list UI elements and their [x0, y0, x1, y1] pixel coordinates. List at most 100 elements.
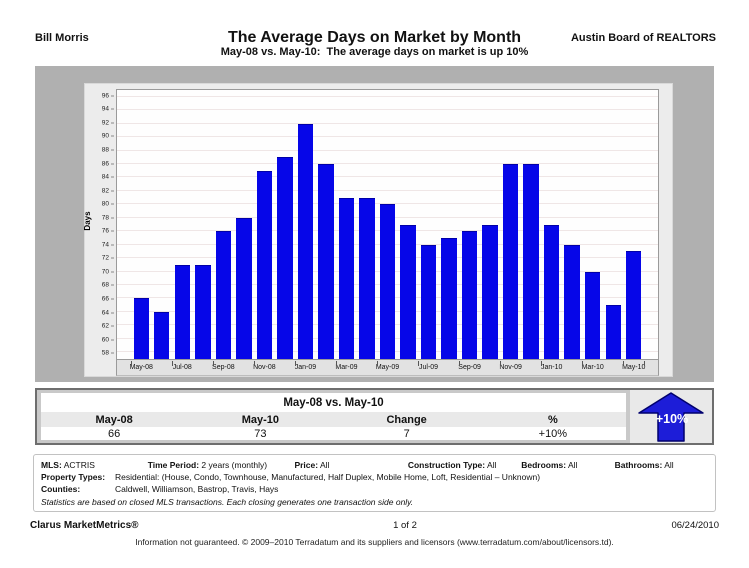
- summary-box: May-08 vs. May-10 May-08 May-10 Change %…: [35, 388, 714, 445]
- y-axis-ticks: 58 60 62 64 66 68 70 72 74 76 78 80 82 84 86 88 90 92 94 96: [85, 89, 114, 360]
- bar-May-09: [379, 204, 396, 359]
- bar-Apr-09: [359, 197, 375, 359]
- criteria-box: MLS: ACTRIS Time Period: 2 years (monthl…: [33, 454, 716, 512]
- summary-title: May-08 vs. May-10: [41, 393, 626, 412]
- x-tick-label: Jan-10: [540, 364, 563, 371]
- criteria-mls: MLS: ACTRIS: [41, 460, 95, 470]
- x-axis-tick: [459, 361, 461, 366]
- x-axis-tick: [541, 361, 543, 366]
- gridline: [117, 176, 658, 178]
- bar-Jan-09: [297, 123, 314, 359]
- chart-region: Days 58 60 62 64 66 68 70 72 74 76 78 80 82 84 86 88 90 9…: [35, 66, 714, 382]
- bar-Jul-08: [174, 264, 190, 359]
- bar-Jan-10: [543, 224, 560, 359]
- criteria-construction-type: Construction Type: All: [407, 460, 497, 470]
- bar-Sep-09: [461, 231, 478, 359]
- x-axis-tick: [377, 361, 379, 366]
- bar-May-10: [626, 251, 642, 359]
- y-tick-label: 84: [102, 174, 114, 181]
- bar-Feb-09: [318, 163, 334, 359]
- criteria-bathrooms: Bathrooms: All: [614, 460, 674, 470]
- summary-col-header: May-08: [95, 413, 133, 426]
- trend-arrow-panel: +10%: [630, 390, 712, 443]
- criteria-counties: Counties: Caldwell, Williamson, Bastrop,…: [41, 484, 279, 494]
- gridline: [117, 109, 658, 111]
- bar-Jun-09: [400, 224, 416, 359]
- title-block: The Average Days on Market by Month May-…: [0, 0, 749, 59]
- gridline: [117, 189, 658, 191]
- criteria-bedrooms: Bedrooms: All: [521, 460, 578, 470]
- bar-Dec-09: [523, 163, 539, 359]
- y-tick-label: 74: [102, 241, 114, 248]
- y-tick-label: 62: [102, 323, 114, 330]
- x-axis-tick: [336, 361, 338, 366]
- gridline: [117, 149, 658, 151]
- summary-header-row: May-08 May-10 Change %: [41, 412, 626, 427]
- plot-area: [116, 89, 659, 360]
- page-number: 1 of 2: [393, 520, 417, 531]
- report-subtitle: May-08 vs. May-10: The average days on m…: [220, 46, 529, 58]
- bar-Sep-08: [215, 231, 232, 359]
- x-tick-label: Jul-08: [172, 364, 192, 371]
- x-tick-label: Nov-08: [253, 364, 276, 371]
- x-axis-labels: May-08 Jul-08 Sep-08 Nov-08 Jan-09 Mar-09 May-…: [129, 360, 646, 375]
- x-axis-strip: May-08 Jul-08 Sep-08 Nov-08 Jan-09 Mar-09 May-…: [116, 360, 659, 376]
- x-tick-label: Sep-09: [458, 364, 481, 371]
- x-axis-tick: [254, 361, 256, 366]
- y-tick-label: 90: [102, 133, 114, 140]
- x-axis-tick: [131, 361, 132, 366]
- y-tick-label: 78: [102, 214, 114, 221]
- report-date: 06/24/2010: [671, 520, 719, 531]
- bar-Nov-09: [502, 163, 519, 359]
- criteria-time-period: Time Period: 2 years (monthly): [147, 460, 268, 470]
- y-tick-label: 92: [102, 119, 114, 126]
- bar-Mar-10: [585, 271, 601, 359]
- trend-arrow-label: +10%: [656, 412, 688, 426]
- summary-value: +10%: [538, 427, 568, 440]
- y-tick-label: 60: [102, 336, 114, 343]
- y-tick-label: 88: [102, 146, 114, 153]
- criteria-property-types: Property Types: Residential: (House, Con…: [41, 472, 541, 482]
- y-tick-label: 66: [102, 296, 114, 303]
- gridline: [117, 136, 658, 138]
- chart-panel: Days 58 60 62 64 66 68 70 72 74 76 78 80 82 84 86 88 90 9…: [83, 83, 673, 377]
- summary-col-header: May-10: [241, 413, 280, 426]
- gridline: [117, 203, 658, 205]
- x-tick-label: Jul-09: [418, 364, 439, 371]
- summary-value: 73: [254, 427, 267, 440]
- bar-Jul-09: [420, 244, 437, 359]
- y-tick-label: 72: [102, 255, 114, 262]
- x-tick-label: May-09: [375, 364, 400, 371]
- x-axis-tick: [623, 361, 625, 366]
- x-axis-tick: [213, 361, 215, 366]
- x-tick-label: Mar-10: [581, 364, 604, 371]
- bar-Mar-09: [338, 197, 355, 359]
- gridline: [117, 122, 658, 124]
- x-tick-label: May-10: [622, 364, 646, 371]
- summary-value: 66: [108, 427, 121, 440]
- x-tick-label: May-08: [129, 364, 153, 371]
- bar-Oct-08: [236, 217, 252, 359]
- y-tick-label: 82: [102, 187, 114, 194]
- x-tick-label: Sep-08: [212, 364, 235, 371]
- summary-table: May-08 vs. May-10 May-08 May-10 Change %…: [37, 390, 630, 443]
- y-tick-label: 94: [102, 106, 114, 113]
- gridline: [117, 95, 658, 97]
- x-axis-tick: [295, 361, 297, 366]
- disclaimer: Information not guaranteed. © 2009–2010 …: [135, 537, 614, 547]
- agent-name: Bill Morris: [35, 32, 89, 44]
- y-tick-label: 68: [102, 282, 114, 289]
- brand-name: Clarus MarketMetrics®: [30, 520, 139, 531]
- summary-col-header: %: [547, 413, 558, 426]
- report-header: Bill Morris The Average Days on Market b…: [0, 0, 749, 66]
- report-footer: Clarus MarketMetrics® 1 of 2 06/24/2010 …: [30, 520, 719, 547]
- bar-Dec-08: [277, 157, 293, 359]
- report-title: The Average Days on Market by Month: [227, 29, 522, 46]
- gridline: [117, 162, 658, 164]
- x-axis-tick: [644, 361, 645, 366]
- up-arrow-icon: +10%: [638, 391, 704, 442]
- bar-Nov-08: [256, 170, 273, 359]
- x-tick-label: Mar-09: [335, 364, 358, 371]
- criteria-row-1: MLS: ACTRIS Time Period: 2 years (monthl…: [41, 459, 708, 471]
- y-tick-label: 86: [102, 160, 114, 167]
